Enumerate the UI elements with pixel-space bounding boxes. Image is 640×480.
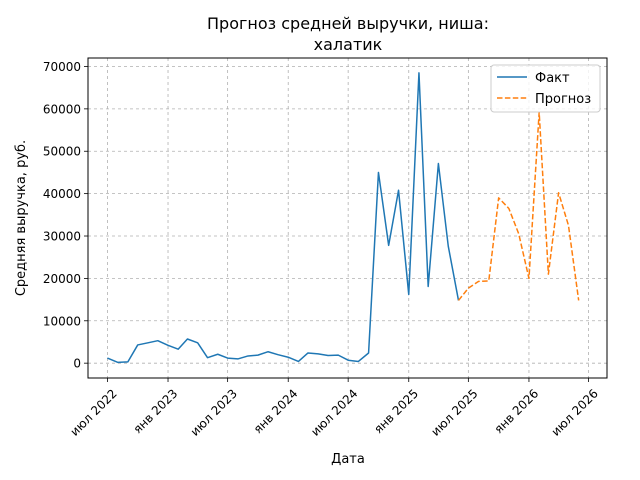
grid xyxy=(88,58,607,378)
plot-series xyxy=(107,72,580,364)
series-line-fact xyxy=(107,72,460,364)
y-tick-label: 40000 xyxy=(43,187,81,201)
x-axis-label: Дата xyxy=(331,452,365,467)
y-axis-ticks: 0 10000 20000 30000 40000 50000 60000 70000 xyxy=(43,60,88,371)
y-axis-label: Средняя выручка, руб. xyxy=(14,140,29,296)
y-tick-label: 70000 xyxy=(43,60,81,74)
y-tick-label: 60000 xyxy=(43,102,81,116)
legend: Факт Прогноз xyxy=(490,64,601,113)
legend-label-fact: Факт xyxy=(535,71,570,86)
chart-title-line-1: Прогноз средней выручки, ниша: xyxy=(207,14,489,33)
legend-label-forecast: Прогноз xyxy=(535,92,591,107)
y-tick-label: 30000 xyxy=(43,230,81,244)
y-tick-label: 20000 xyxy=(43,272,81,286)
y-tick-label: 50000 xyxy=(43,145,81,159)
y-tick-label: 10000 xyxy=(43,314,81,328)
y-tick-label: 0 xyxy=(73,357,81,371)
chart-title-line-2: халатик xyxy=(314,35,383,54)
plot-frame xyxy=(87,57,608,379)
